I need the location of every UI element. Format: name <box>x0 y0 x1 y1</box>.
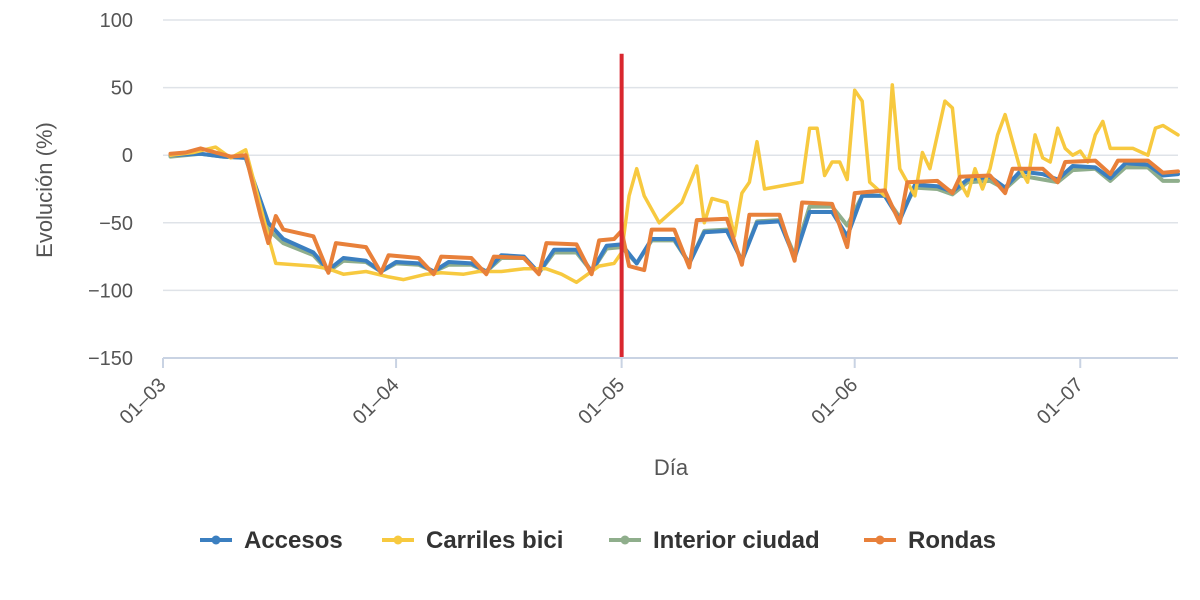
legend-item-rondas[interactable]: Rondas <box>864 527 996 554</box>
x-tick-label: 01–06 <box>807 374 862 429</box>
x-tick-label: 01–07 <box>1033 374 1088 429</box>
series-lines <box>168 83 1180 285</box>
legend-item-accesos[interactable]: Accesos <box>200 527 343 554</box>
y-axis-title: Evolución (%) <box>32 122 57 258</box>
legend-item-carriles-bici[interactable]: Carriles bici <box>382 527 563 554</box>
legend-label: Interior ciudad <box>653 527 820 554</box>
axes: 100 50 0 −50 −100 −150 01–03 01–04 01–05 01–06 01–… <box>88 10 1178 429</box>
x-tick-label: 01–05 <box>574 374 629 429</box>
legend-label: Accesos <box>244 527 343 554</box>
legend-marker <box>211 535 221 545</box>
legend-marker <box>393 535 403 545</box>
legend-label: Rondas <box>908 527 996 554</box>
y-tick-label: 100 <box>100 10 133 32</box>
legend: Accesos Carriles bici Interior ciudad Ronda… <box>200 527 996 554</box>
x-axis-title: Día <box>654 455 689 480</box>
y-tick-label: 50 <box>111 78 133 100</box>
x-tick-label: 01–03 <box>116 374 171 429</box>
y-tick-label: −100 <box>88 280 133 302</box>
y-tick-label: 0 <box>122 145 133 167</box>
grid-lines <box>163 19 1178 292</box>
series-line-carriles-bici <box>168 83 1180 285</box>
legend-marker <box>620 535 630 545</box>
legend-label: Carriles bici <box>426 527 563 554</box>
series-line-rondas <box>168 146 1180 277</box>
y-tick-label: −50 <box>99 213 133 235</box>
x-tick-label: 01–04 <box>349 374 404 429</box>
legend-marker <box>875 535 885 545</box>
y-tick-label: −150 <box>88 348 133 370</box>
legend-item-interior-ciudad[interactable]: Interior ciudad <box>609 527 820 554</box>
